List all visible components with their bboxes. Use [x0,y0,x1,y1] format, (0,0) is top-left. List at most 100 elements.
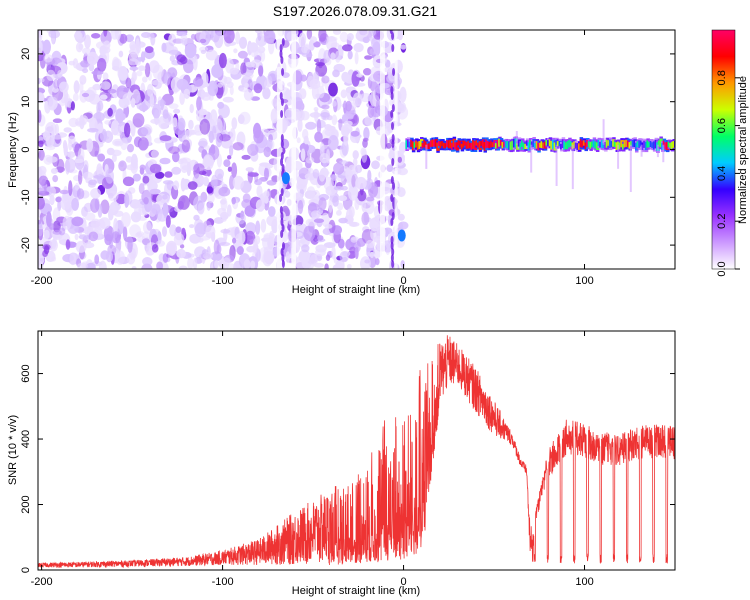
heatmap-noise-cell [323,176,334,191]
heatmap-noise-cell [364,259,370,264]
heatmap-noise-cell [299,88,307,100]
heatmap-noise-cell [87,128,99,133]
heatmap-noise-cell [156,261,163,269]
heatmap-noise-cell [86,51,99,66]
heatmap-noise-cell [150,33,156,46]
heatmap-noise-cell [190,33,196,40]
heatmap-noise-cell [205,49,218,61]
heatmap-noise-cell [159,135,172,142]
heatmap-noise-cell [142,76,148,83]
heatmap-streak [280,212,284,220]
heatmap-noise-cell [345,167,351,181]
heatmap-noise-cell [383,200,394,212]
heatmap-noise-cell [184,43,197,59]
heatmap-noise-cell [100,30,112,45]
heatmap-noise-cell [185,129,193,138]
heatmap-noise-cell [218,186,231,197]
heatmap-noise-cell [300,74,307,82]
heatmap-noise-cell [51,238,57,249]
heatmap-noise-cell [354,197,360,210]
heatmap-noise-cell [315,62,328,77]
heatmap-noise-cell [386,164,394,172]
heatmap-noise-cell [38,196,45,210]
heatmap-noise-cell [351,71,360,87]
heatmap-noise-cell [303,135,309,145]
heatmap-noise-cell [180,177,186,192]
heatmap-noise-cell [125,34,134,43]
heatmap-streak [281,164,285,172]
heatmap-noise-cell [178,117,186,131]
x-tick-label: -100 [212,576,234,588]
heatmap-noise-cell [136,70,143,77]
heatmap-noise-cell [263,146,272,158]
heatmap-noise-cell [241,154,251,160]
heatmap-streak [390,86,394,94]
heatmap-noise-cell [397,30,404,41]
heatmap-noise-cell [38,136,44,141]
heatmap-noise-cell [192,77,204,87]
heatmap-streak [280,56,284,64]
heatmap-noise-cell [309,254,318,266]
heatmap-noise-cell [342,44,353,52]
heatmap-noise-cell [353,114,358,124]
heatmap-noise-cell [129,66,139,71]
x-tick-label: 0 [400,275,406,287]
heatmap-noise-cell [81,92,90,98]
heatmap-noise-cell [84,34,91,49]
spectrogram-x-ticks: -200 -100 0 100 [31,30,594,287]
heatmap-noise-cell [38,149,45,161]
y-tick-label: 0 [20,146,32,152]
heatmap-noise-cell [129,40,137,51]
heatmap-noise-cell [372,248,383,259]
heatmap-noise-cell [238,230,246,245]
heatmap-noise-cell [266,215,278,227]
heatmap-noise-cell [214,168,224,180]
heatmap-noise-cell [97,58,107,72]
heatmap-noise-cell [56,158,65,174]
heatmap-noise-cell [396,187,406,198]
heatmap-noise-cell [201,93,211,101]
heatmap-noise-cell [135,232,143,238]
heatmap-noise-cell [163,73,171,86]
heatmap-noise-cell [303,43,310,55]
heatmap-noise-cell [120,137,128,151]
heatmap-noise-cell [315,248,326,257]
heatmap-feature [281,172,290,185]
heatmap-noise-cell [151,244,159,253]
heatmap-noise-cell [183,88,191,100]
heatmap-noise-cell [317,85,325,99]
heatmap-noise-cell [243,89,254,101]
x-tick-label: 100 [575,275,593,287]
heatmap-noise-cell [64,158,76,173]
heatmap-noise-cell [151,79,164,86]
spectrogram-ylabel: Frequency (Hz) [7,112,19,188]
heatmap-noise-cell [194,246,207,259]
heatmap-noise-cell [361,198,366,213]
heatmap-noise-cell [321,104,330,110]
heatmap-noise-cell [343,130,349,146]
heatmap-noise-cell [354,51,359,65]
heatmap-noise-cell [231,117,238,130]
heatmap-noise-cell [107,88,117,94]
heatmap-streak [392,182,396,190]
heatmap-noise-cell [189,103,194,114]
heatmap-noise-cell [227,155,232,160]
heatmap-noise-cell [43,229,50,240]
heatmap-noise-cell [318,170,326,182]
heatmap-noise-cell [255,30,262,34]
heatmap-noise-cell [217,101,225,109]
heatmap-noise-cell [222,257,231,267]
heatmap-noise-cell [38,254,45,266]
heatmap-noise-cell [75,42,83,53]
heatmap-noise-cell [175,226,182,233]
heatmap-noise-cell [53,78,59,89]
heatmap-noise-cell [111,231,121,244]
heatmap-noise-cell [196,96,202,111]
heatmap-streak [390,218,394,226]
heatmap-noise-cell [271,98,279,107]
heatmap-noise-cell [325,254,331,261]
heatmap-noise-cell [54,123,59,135]
heatmap-noise-cell [330,42,340,48]
heatmap-noise-cell [135,38,140,51]
